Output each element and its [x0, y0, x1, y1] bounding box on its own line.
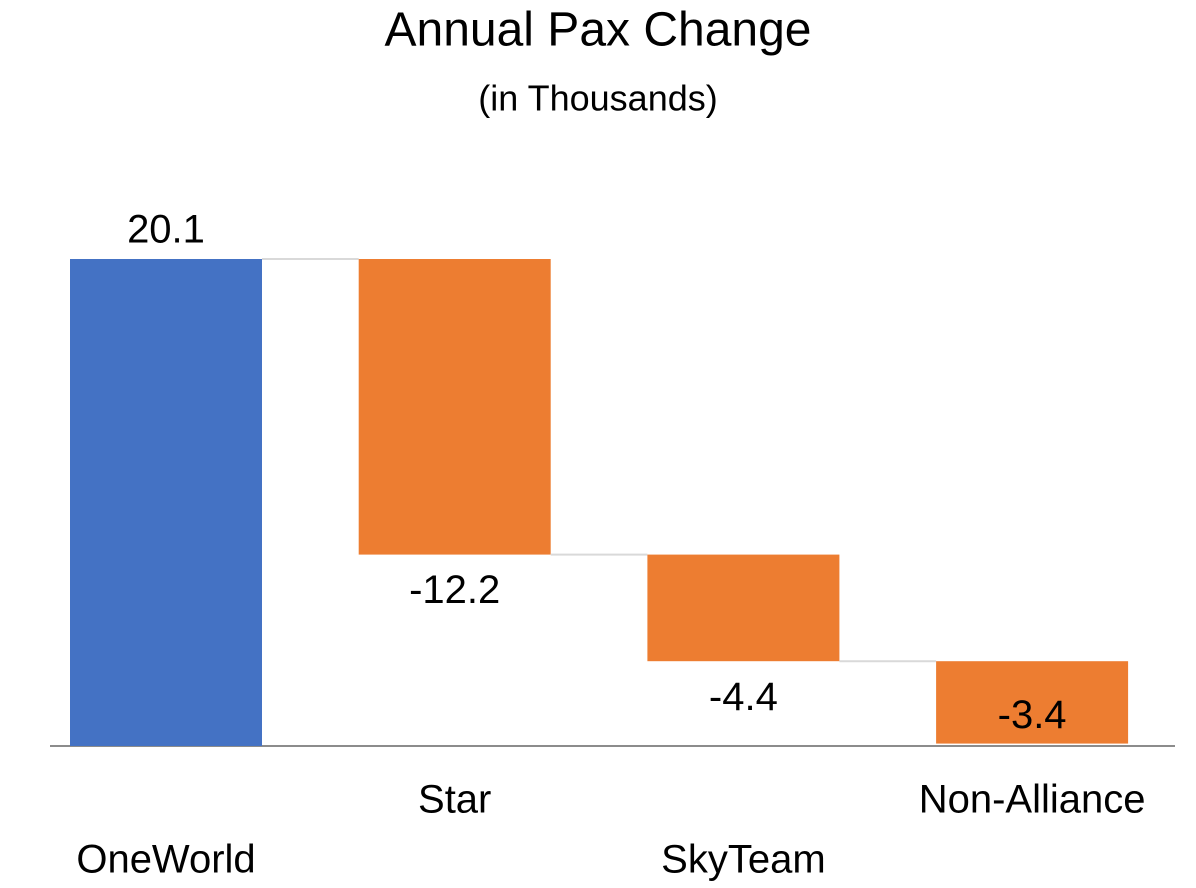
data-label: -12.2 — [409, 568, 500, 612]
x-tick-label: SkyTeam — [661, 838, 826, 882]
bar — [936, 661, 1129, 744]
chart-title: Annual Pax Change — [385, 4, 812, 57]
bar — [647, 554, 840, 662]
data-label: -3.4 — [998, 693, 1067, 737]
x-tick-label: Star — [418, 778, 491, 822]
bar — [358, 259, 551, 555]
data-label: -4.4 — [709, 675, 778, 719]
data-label: 20.1 — [127, 208, 205, 252]
bar — [70, 259, 262, 746]
x-tick-label: OneWorld — [76, 838, 255, 882]
chart-subtitle: (in Thousands) — [478, 78, 717, 119]
x-tick-label: Non-Alliance — [919, 778, 1146, 822]
